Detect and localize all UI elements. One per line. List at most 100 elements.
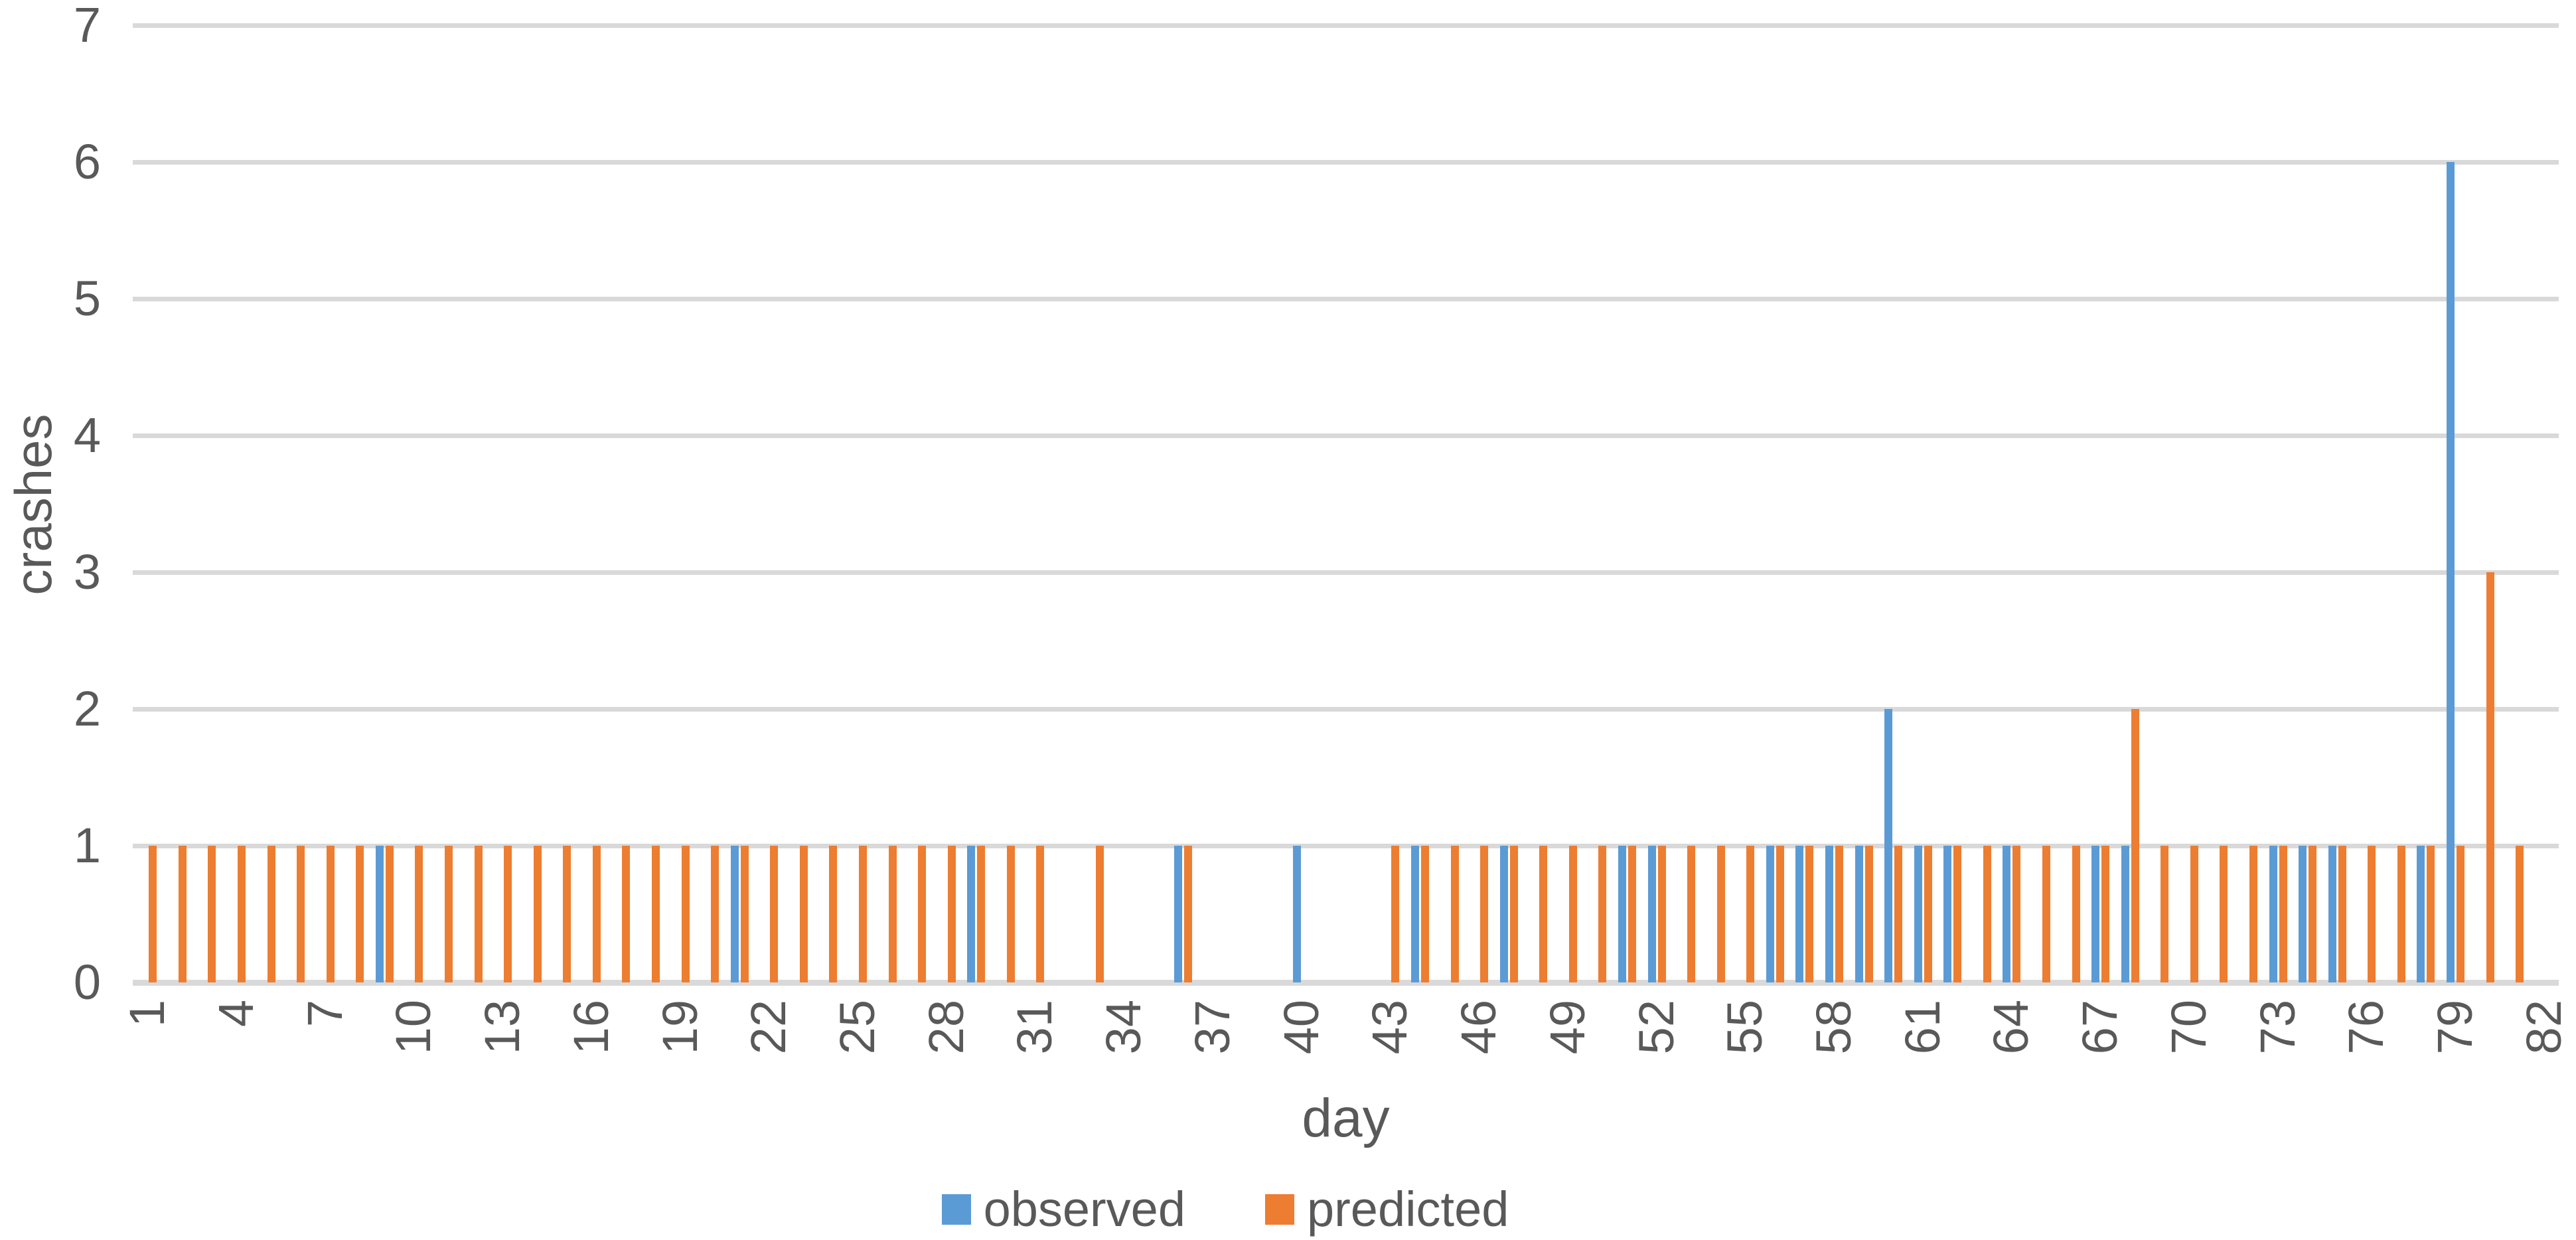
y-tick-label: 2 xyxy=(73,681,101,736)
bar-predicted-day-48 xyxy=(1539,846,1548,982)
bar-predicted-day-66 xyxy=(2072,846,2080,982)
y-tick-label: 3 xyxy=(73,544,101,599)
bar-predicted-day-29 xyxy=(977,846,986,982)
bar-predicted-day-9 xyxy=(385,846,394,982)
gridline-y-3 xyxy=(133,570,2559,575)
bar-predicted-day-7 xyxy=(326,846,335,982)
x-tick-label-73: 73 xyxy=(2249,1000,2305,1055)
x-tick-label-70: 70 xyxy=(2160,1000,2216,1055)
bar-observed-day-56 xyxy=(1766,846,1774,982)
bar-predicted-day-62 xyxy=(1953,846,1962,982)
bar-predicted-day-65 xyxy=(2042,846,2050,982)
bar-predicted-day-22 xyxy=(770,846,779,982)
bar-predicted-day-2 xyxy=(178,846,187,982)
y-tick-label: 7 xyxy=(73,0,101,52)
bar-observed-day-73 xyxy=(2269,846,2277,982)
bar-observed-day-59 xyxy=(1855,846,1863,982)
observed-series-swatch xyxy=(941,1194,971,1225)
x-tick-label-55: 55 xyxy=(1717,1000,1773,1055)
y-tick-label: 1 xyxy=(73,818,101,873)
bar-predicted-day-8 xyxy=(356,846,364,982)
bar-predicted-day-72 xyxy=(2249,846,2257,982)
bar-predicted-day-53 xyxy=(1687,846,1696,982)
gridline-y-2 xyxy=(133,706,2559,712)
bar-predicted-day-78 xyxy=(2427,846,2435,982)
bar-predicted-day-33 xyxy=(1095,846,1104,982)
predicted-series-swatch xyxy=(1265,1194,1294,1225)
bar-predicted-day-11 xyxy=(445,846,453,982)
x-axis-title: day xyxy=(1302,1088,1390,1148)
x-tick-label-34: 34 xyxy=(1096,1000,1152,1055)
bar-predicted-day-80 xyxy=(2486,572,2494,982)
bar-predicted-day-63 xyxy=(1983,846,1991,982)
bar-predicted-day-18 xyxy=(652,846,660,982)
bar-observed-day-60 xyxy=(1884,709,1893,982)
x-tick-label-10: 10 xyxy=(386,1000,441,1055)
bar-observed-day-75 xyxy=(2328,846,2336,982)
gridline-y-0 xyxy=(133,979,2559,986)
bar-predicted-day-56 xyxy=(1776,846,1784,982)
bar-predicted-day-12 xyxy=(474,846,483,982)
bar-observed-day-21 xyxy=(730,846,739,982)
bar-observed-day-61 xyxy=(1914,846,1922,982)
bar-predicted-day-5 xyxy=(267,846,275,982)
x-tick-label-13: 13 xyxy=(475,1000,530,1055)
x-tick-label-31: 31 xyxy=(1007,1000,1063,1055)
bar-predicted-day-10 xyxy=(415,846,423,982)
legend-label-predicted: predicted xyxy=(1307,1182,1509,1237)
bar-observed-day-51 xyxy=(1618,846,1626,982)
bar-predicted-day-19 xyxy=(681,846,690,982)
x-tick-label-1: 1 xyxy=(119,1000,175,1028)
bar-predicted-day-16 xyxy=(592,846,601,982)
bar-predicted-day-27 xyxy=(918,846,927,982)
bar-predicted-day-79 xyxy=(2456,846,2464,982)
bar-predicted-day-15 xyxy=(563,846,571,982)
bar-predicted-day-54 xyxy=(1716,846,1725,982)
bar-predicted-day-4 xyxy=(238,846,246,982)
x-tick-label-49: 49 xyxy=(1539,1000,1595,1055)
bar-predicted-day-25 xyxy=(859,846,868,982)
bar-observed-day-68 xyxy=(2121,846,2129,982)
bar-predicted-day-3 xyxy=(208,846,216,982)
bar-predicted-day-20 xyxy=(711,846,720,982)
bar-predicted-day-47 xyxy=(1509,846,1518,982)
bar-predicted-day-46 xyxy=(1480,846,1489,982)
bar-observed-day-78 xyxy=(2417,846,2425,982)
x-tick-label-52: 52 xyxy=(1628,1000,1684,1055)
bar-observed-day-36 xyxy=(1174,846,1183,982)
bar-predicted-day-70 xyxy=(2190,846,2198,982)
bar-predicted-day-45 xyxy=(1450,846,1459,982)
bar-predicted-day-24 xyxy=(829,846,838,982)
bar-predicted-day-21 xyxy=(740,846,749,982)
x-tick-label-61: 61 xyxy=(1894,1000,1950,1055)
x-tick-label-25: 25 xyxy=(830,1000,885,1055)
gridline-y-1 xyxy=(133,843,2559,848)
bar-observed-day-47 xyxy=(1499,846,1508,982)
bar-predicted-day-51 xyxy=(1628,846,1636,982)
bar-predicted-day-50 xyxy=(1598,846,1607,982)
x-tick-label-64: 64 xyxy=(1983,1000,2039,1055)
bar-observed-day-67 xyxy=(2091,846,2100,982)
x-tick-label-46: 46 xyxy=(1451,1000,1507,1055)
bar-observed-day-58 xyxy=(1825,846,1833,982)
bar-observed-day-52 xyxy=(1647,846,1656,982)
bar-observed-day-57 xyxy=(1795,846,1804,982)
x-tick-label-16: 16 xyxy=(563,1000,619,1055)
legend-item-observed: observed xyxy=(941,1183,1185,1236)
y-tick-label: 5 xyxy=(73,271,101,326)
y-tick-label: 0 xyxy=(73,955,101,1010)
gridline-y-6 xyxy=(133,159,2559,165)
x-tick-label-19: 19 xyxy=(652,1000,708,1055)
bar-predicted-day-60 xyxy=(1894,846,1903,982)
bar-observed-day-79 xyxy=(2446,162,2455,982)
x-tick-label-28: 28 xyxy=(918,1000,974,1055)
gridline-y-7 xyxy=(133,23,2559,28)
bar-predicted-day-69 xyxy=(2160,846,2169,982)
bar-predicted-day-26 xyxy=(888,846,897,982)
bar-predicted-day-49 xyxy=(1568,846,1577,982)
bar-predicted-day-57 xyxy=(1805,846,1814,982)
bar-predicted-day-31 xyxy=(1036,846,1045,982)
bar-predicted-day-30 xyxy=(1006,846,1015,982)
bar-predicted-day-77 xyxy=(2397,846,2405,982)
